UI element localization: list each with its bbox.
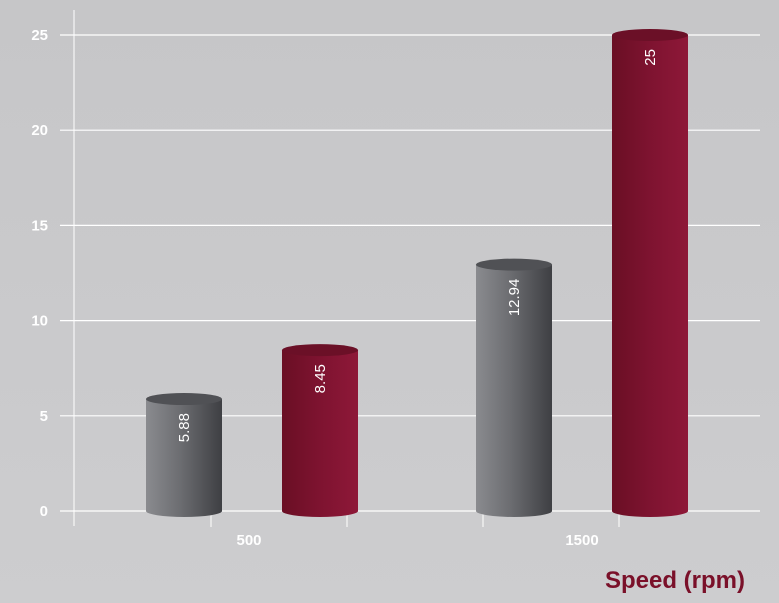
y-tick-label: 10 [31, 313, 48, 330]
bar-top [146, 393, 222, 406]
data-label: 5.88 [176, 413, 193, 442]
bar-top [612, 29, 688, 41]
data-label: 12.94 [506, 279, 523, 317]
bar-body [612, 35, 688, 517]
y-tick-label: 25 [31, 27, 48, 44]
y-tick-label: 0 [40, 503, 48, 520]
bar-top [476, 258, 552, 271]
y-tick-label: 15 [31, 217, 48, 234]
y-tick-label: 5 [40, 408, 48, 425]
bar [282, 344, 358, 517]
bar-body [282, 350, 358, 517]
bar [146, 393, 222, 517]
bar [612, 29, 688, 517]
bar-top [282, 344, 358, 357]
y-tick-label: 20 [31, 122, 48, 139]
x-tick-label: 1500 [565, 532, 598, 549]
bar [476, 258, 552, 517]
x-tick-label: 500 [236, 532, 261, 549]
x-axis-title: Speed (rpm) [604, 567, 745, 594]
bar-body [146, 399, 222, 517]
data-label: 8.45 [312, 364, 329, 393]
data-label: 25 [642, 49, 659, 66]
bar-body [476, 264, 552, 517]
